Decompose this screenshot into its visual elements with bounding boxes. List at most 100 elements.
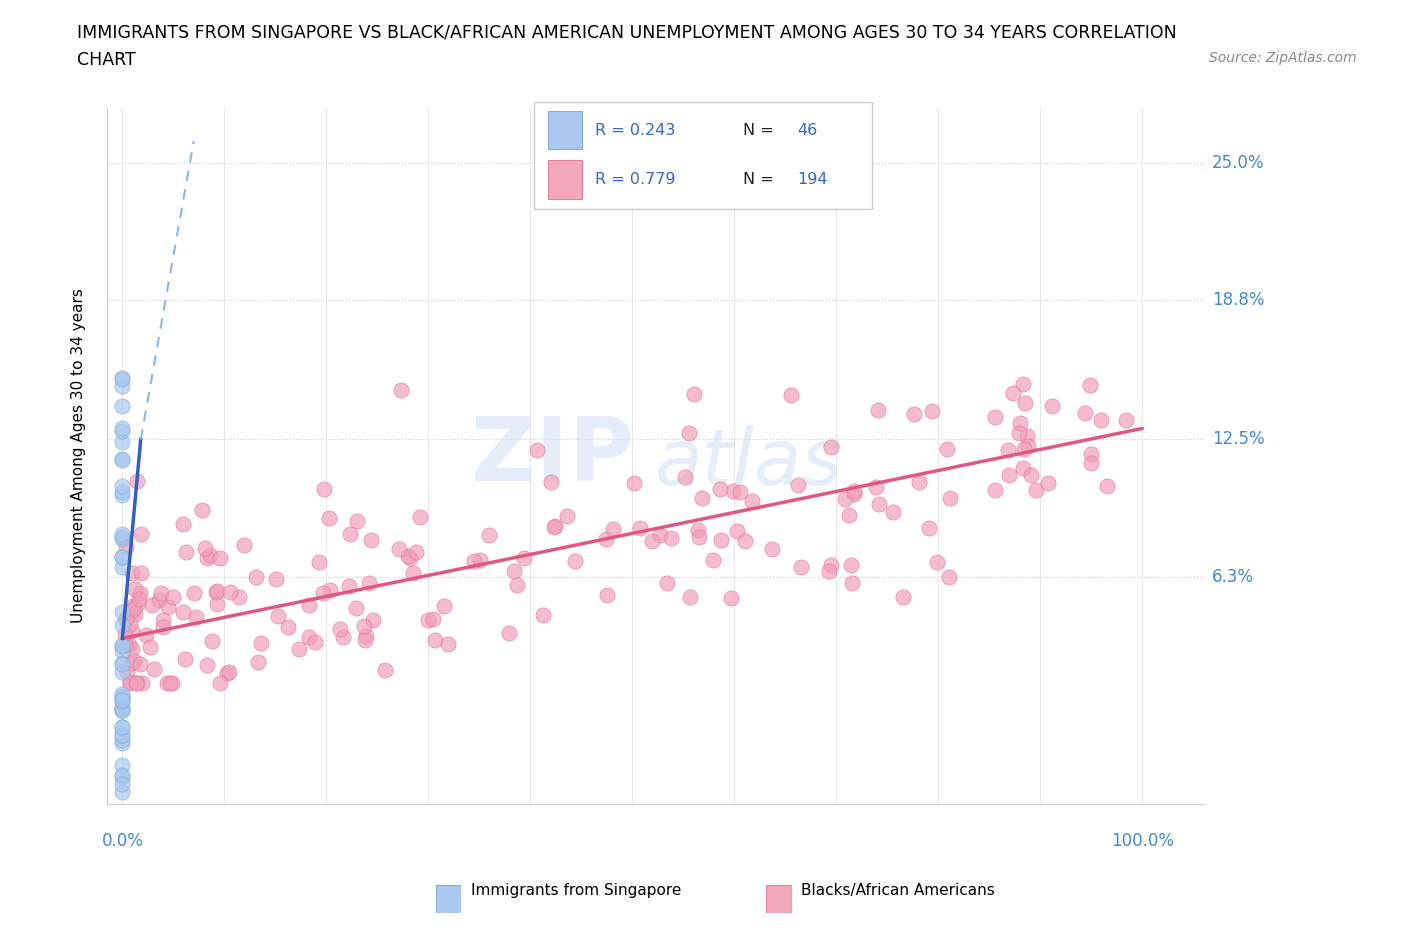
Text: N =: N = xyxy=(744,172,775,187)
Point xyxy=(678,426,700,441)
Point xyxy=(111,657,134,671)
Point xyxy=(938,569,960,584)
Point xyxy=(111,720,134,735)
Point xyxy=(396,549,419,564)
Point xyxy=(125,473,148,488)
Point xyxy=(790,560,813,575)
Point xyxy=(111,758,134,773)
Text: 0.0%: 0.0% xyxy=(101,832,143,850)
Point xyxy=(838,508,860,523)
Point xyxy=(984,409,1007,424)
Point xyxy=(344,601,367,616)
Text: 18.8%: 18.8% xyxy=(1212,291,1264,310)
Point xyxy=(152,619,174,634)
Point xyxy=(655,576,678,591)
Point xyxy=(688,523,710,538)
Point xyxy=(264,572,287,587)
Point xyxy=(111,638,134,653)
Point xyxy=(502,564,524,578)
Point xyxy=(710,533,733,548)
Point xyxy=(114,638,136,653)
Point xyxy=(120,675,142,690)
Point xyxy=(111,700,134,715)
Point xyxy=(526,442,548,457)
Point xyxy=(1080,456,1102,471)
Point xyxy=(468,552,491,567)
Point xyxy=(820,440,842,455)
Point xyxy=(725,524,748,538)
Point xyxy=(312,586,335,601)
Point xyxy=(111,692,134,707)
Point xyxy=(111,550,134,565)
Point xyxy=(190,503,212,518)
Point xyxy=(374,662,396,677)
Point xyxy=(531,608,554,623)
Point xyxy=(463,553,485,568)
Point xyxy=(245,569,267,584)
Point xyxy=(720,591,742,605)
Point xyxy=(111,644,134,658)
Point xyxy=(121,603,143,618)
Point xyxy=(141,597,163,612)
Point xyxy=(709,482,731,497)
Text: 12.5%: 12.5% xyxy=(1212,431,1264,448)
Point xyxy=(661,531,683,546)
Point xyxy=(841,576,863,591)
Point xyxy=(124,606,146,621)
Point xyxy=(150,586,173,601)
Point xyxy=(839,558,862,573)
Point xyxy=(129,586,152,601)
Point xyxy=(998,468,1021,483)
Point xyxy=(173,652,195,667)
Point xyxy=(228,590,250,604)
Point xyxy=(135,628,157,643)
Point xyxy=(121,624,143,639)
Point xyxy=(125,675,148,690)
Point xyxy=(120,616,142,631)
Point xyxy=(359,576,381,591)
Point xyxy=(122,654,145,669)
Point xyxy=(129,526,152,541)
Point xyxy=(1008,426,1031,441)
Point xyxy=(111,379,134,393)
Point xyxy=(118,638,141,653)
Point xyxy=(111,529,134,544)
Text: atlas: atlas xyxy=(655,425,844,501)
Point xyxy=(1115,413,1137,428)
Point xyxy=(111,733,134,748)
Text: 194: 194 xyxy=(797,172,828,187)
Point xyxy=(122,601,145,616)
Point xyxy=(200,548,222,563)
Point xyxy=(1019,467,1042,482)
Text: Immigrants from Singapore: Immigrants from Singapore xyxy=(471,883,682,897)
FancyBboxPatch shape xyxy=(534,102,872,209)
Point xyxy=(690,491,713,506)
Point xyxy=(346,514,368,529)
Point xyxy=(111,452,134,467)
Point xyxy=(865,480,887,495)
Point xyxy=(398,551,420,565)
Bar xyxy=(548,160,582,199)
Point xyxy=(389,382,412,397)
Point xyxy=(623,476,645,491)
Point xyxy=(891,590,914,604)
Point xyxy=(308,554,330,569)
Point xyxy=(197,658,219,672)
Point xyxy=(818,564,841,578)
Point xyxy=(174,544,197,559)
Text: ZIP: ZIP xyxy=(471,413,633,499)
Point xyxy=(388,542,411,557)
Point xyxy=(1025,483,1047,498)
Point xyxy=(111,488,134,503)
Point xyxy=(688,530,710,545)
Point xyxy=(1074,405,1097,420)
Point xyxy=(160,675,183,690)
Point xyxy=(1036,476,1059,491)
Point xyxy=(159,675,181,690)
Point xyxy=(318,583,340,598)
Point xyxy=(925,554,948,569)
Point xyxy=(207,584,229,599)
Point xyxy=(124,581,146,596)
Point xyxy=(734,533,756,548)
Point xyxy=(148,592,170,607)
